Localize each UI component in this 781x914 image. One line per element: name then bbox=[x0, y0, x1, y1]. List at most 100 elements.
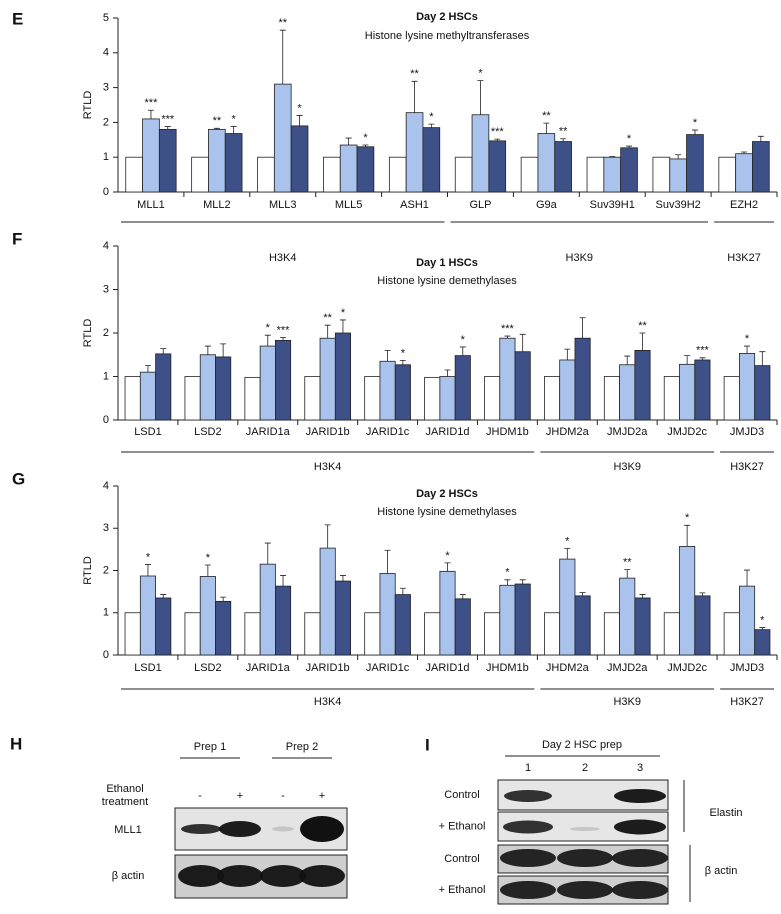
bar bbox=[394, 364, 411, 421]
significance: *** bbox=[145, 97, 159, 109]
error-bar bbox=[279, 29, 286, 85]
bar bbox=[586, 156, 605, 193]
group-label: H3K9 bbox=[566, 252, 594, 264]
chart-title: Day 2 HSCs bbox=[416, 11, 478, 23]
x-tick-label: JARID1d bbox=[425, 426, 469, 438]
bar bbox=[215, 356, 232, 421]
bar bbox=[199, 354, 216, 421]
x-tick-label: JMJD2a bbox=[607, 662, 648, 674]
panel-letter: I bbox=[425, 735, 430, 754]
bar bbox=[559, 558, 576, 656]
bar bbox=[754, 365, 771, 421]
bar bbox=[273, 83, 292, 193]
bar bbox=[184, 376, 201, 421]
x-tick-label: MLL1 bbox=[137, 199, 165, 211]
group-label: β actin bbox=[705, 865, 738, 877]
y-tick-label: 1 bbox=[103, 607, 109, 619]
bar bbox=[679, 546, 696, 656]
bar bbox=[191, 156, 209, 193]
error-bar bbox=[339, 319, 346, 333]
significance: * bbox=[745, 333, 750, 345]
bar bbox=[244, 612, 261, 656]
row-label: + Ethanol bbox=[439, 884, 486, 896]
bar bbox=[735, 153, 753, 193]
error-bar bbox=[384, 549, 391, 574]
x-tick-label: JHDM1b bbox=[486, 426, 529, 438]
error-bar bbox=[399, 587, 406, 595]
bar bbox=[304, 376, 321, 421]
bar bbox=[652, 156, 671, 193]
x-tick-label: JARID1b bbox=[306, 426, 350, 438]
significance: *** bbox=[277, 324, 291, 336]
blot-band bbox=[500, 849, 556, 867]
blot-band bbox=[612, 881, 668, 899]
blot-band bbox=[217, 865, 263, 887]
bar bbox=[224, 133, 243, 193]
significance: * bbox=[401, 347, 406, 359]
error-bar bbox=[639, 594, 646, 598]
bar bbox=[323, 156, 341, 193]
error-bar bbox=[564, 348, 571, 360]
significance: * bbox=[693, 117, 698, 129]
chart-subtitle: Histone lysine demethylases bbox=[377, 506, 517, 518]
bar bbox=[488, 140, 507, 193]
error-bar bbox=[324, 324, 331, 339]
bar bbox=[694, 595, 711, 656]
x-tick-label: JARID1c bbox=[366, 426, 410, 438]
error-bar bbox=[428, 123, 435, 128]
prep-header: Day 2 HSC prep bbox=[542, 739, 622, 751]
x-tick-label: JHDM2a bbox=[546, 662, 590, 674]
error-bar bbox=[204, 564, 211, 577]
bar bbox=[125, 156, 143, 193]
error-bar bbox=[264, 334, 271, 347]
blot-band bbox=[300, 816, 344, 842]
error-bar bbox=[564, 548, 571, 560]
chart-subtitle: Histone lysine demethylases bbox=[377, 275, 517, 287]
x-tick-label: JMJD3 bbox=[730, 662, 764, 674]
significance: ** bbox=[559, 126, 568, 138]
error-bar bbox=[362, 144, 369, 147]
panel-letter: E bbox=[12, 9, 23, 28]
blot-band bbox=[504, 790, 552, 802]
bar bbox=[669, 158, 687, 193]
bar bbox=[514, 351, 531, 421]
bar bbox=[275, 339, 292, 421]
row-label: Control bbox=[444, 789, 479, 801]
significance: * bbox=[146, 551, 151, 563]
row-label: Control bbox=[444, 853, 479, 865]
bar bbox=[484, 376, 501, 421]
lane-label: 1 bbox=[525, 762, 531, 774]
group-label: H3K4 bbox=[314, 461, 342, 473]
blot-band bbox=[500, 881, 556, 899]
group-label: H3K27 bbox=[730, 696, 764, 708]
significance: ** bbox=[410, 68, 419, 80]
error-bar bbox=[494, 138, 501, 141]
x-tick-label: G9a bbox=[536, 199, 558, 211]
bar bbox=[484, 612, 501, 656]
bar bbox=[514, 583, 531, 656]
blot-band bbox=[503, 820, 553, 834]
error-bar bbox=[504, 579, 511, 586]
y-tick-label: 0 bbox=[103, 186, 109, 198]
bar bbox=[405, 112, 424, 193]
y-tick-label: 3 bbox=[103, 82, 109, 94]
significance: * bbox=[341, 307, 346, 319]
error-bar bbox=[213, 127, 220, 130]
panel-letter: H bbox=[10, 734, 22, 753]
error-bar bbox=[144, 564, 151, 576]
error-bar bbox=[579, 592, 586, 596]
bar bbox=[686, 134, 704, 193]
treatment-sign: - bbox=[281, 790, 285, 802]
x-tick-label: MLL3 bbox=[269, 199, 297, 211]
bar bbox=[537, 133, 556, 193]
bar bbox=[124, 376, 141, 421]
bar bbox=[334, 332, 351, 421]
y-axis-label: RTLD bbox=[82, 319, 94, 348]
error-bar bbox=[459, 594, 466, 599]
bar bbox=[574, 595, 591, 656]
blot-band bbox=[570, 827, 600, 831]
bar bbox=[364, 612, 381, 656]
bar bbox=[257, 156, 275, 193]
error-bar bbox=[639, 332, 646, 351]
x-tick-label: JARID1a bbox=[246, 662, 291, 674]
